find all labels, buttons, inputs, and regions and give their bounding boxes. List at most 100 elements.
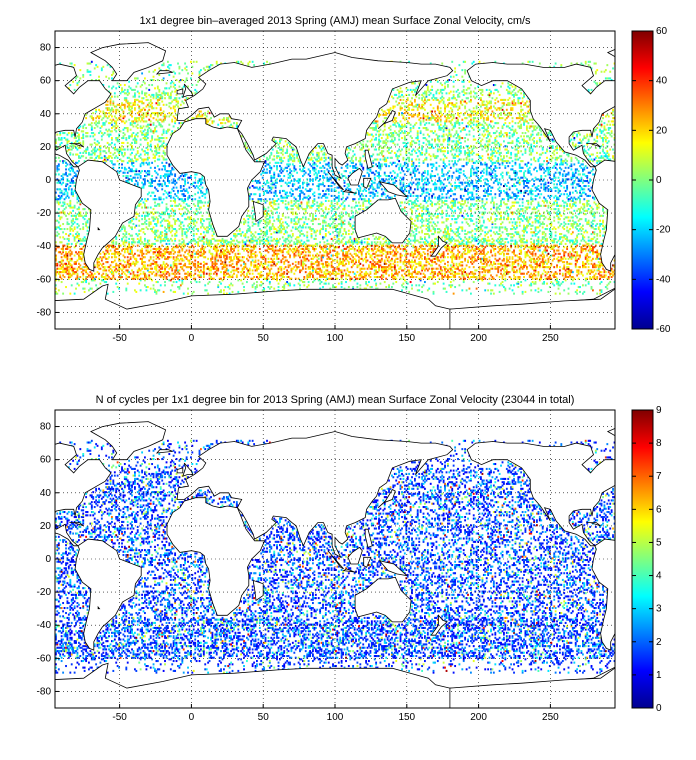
data-cell [544, 228, 547, 231]
data-cell [425, 261, 428, 264]
data-cell [103, 254, 106, 257]
data-cell [402, 276, 405, 279]
data-cell [116, 251, 119, 254]
data-cell [207, 229, 210, 232]
data-cell [559, 292, 561, 295]
data-cell [171, 234, 174, 237]
data-cell [475, 237, 478, 240]
data-cell [587, 249, 590, 252]
data-cell [129, 257, 132, 260]
data-cell [139, 239, 142, 242]
data-cell [113, 256, 116, 259]
data-cell [589, 224, 592, 227]
data-cell [302, 251, 304, 254]
data-cell [149, 223, 152, 226]
data-cell [82, 287, 85, 290]
data-cell [505, 228, 508, 231]
data-cell [582, 262, 584, 265]
data-cell [461, 272, 464, 275]
data-cell [556, 264, 558, 267]
data-cell [164, 274, 166, 277]
data-cell [268, 229, 271, 232]
data-cell [514, 231, 517, 234]
data-cell [457, 272, 459, 275]
data-cell [290, 244, 293, 247]
data-cell [154, 251, 156, 254]
data-cell [322, 219, 324, 222]
data-cell [197, 249, 200, 252]
data-cell [268, 272, 271, 275]
data-cell [561, 272, 564, 275]
data-cell [592, 223, 594, 226]
data-cell [337, 269, 340, 272]
data-cell [67, 276, 70, 279]
data-cell [406, 282, 409, 285]
data-cell [536, 261, 538, 264]
data-cell [342, 244, 345, 247]
data-cell [498, 229, 501, 232]
data-cell [253, 247, 256, 250]
data-cell [382, 269, 385, 272]
data-cell [67, 272, 70, 275]
data-cell [462, 276, 465, 279]
data-cell [138, 241, 141, 244]
data-cell [261, 257, 264, 260]
data-cell [175, 264, 178, 267]
data-cell [429, 276, 432, 279]
data-cell [335, 252, 337, 255]
data-cell [254, 266, 257, 269]
data-cell [482, 252, 485, 255]
data-cell [78, 237, 80, 240]
data-cell [303, 256, 306, 259]
data-cell [559, 259, 561, 262]
data-cell [606, 287, 609, 290]
data-cell [102, 279, 105, 282]
data-cell [352, 242, 355, 245]
data-cell [118, 267, 121, 270]
data-cell [256, 239, 258, 242]
data-cell [544, 233, 547, 236]
data-cell [580, 239, 583, 242]
data-cell [584, 279, 587, 282]
data-cell [280, 267, 283, 270]
data-cell [517, 246, 520, 249]
data-cell [266, 239, 268, 242]
data-cell [515, 233, 518, 236]
data-cell [592, 266, 594, 269]
data-cell [149, 257, 152, 260]
data-cell [368, 266, 370, 269]
data-cell [178, 244, 181, 247]
data-cell [62, 269, 65, 272]
data-cell [452, 274, 455, 277]
data-cell [316, 277, 319, 280]
data-cell [126, 271, 129, 274]
data-cell [444, 231, 446, 234]
data-cell [335, 254, 337, 257]
data-cell [464, 257, 467, 260]
data-cell [518, 267, 521, 270]
data-cell [241, 239, 244, 242]
data-cell [194, 264, 197, 267]
data-cell [165, 266, 168, 269]
data-cell [312, 257, 314, 260]
data-cell [380, 267, 383, 270]
data-cell [312, 254, 314, 257]
data-cell [584, 254, 587, 257]
data-cell [488, 269, 491, 272]
data-cell [485, 242, 488, 245]
data-cell [323, 251, 326, 254]
data-cell [202, 219, 205, 222]
data-cell [276, 274, 278, 277]
data-cell [510, 239, 513, 242]
data-cell [293, 284, 296, 287]
data-cell [195, 251, 198, 254]
data-cell [593, 274, 596, 277]
data-cell [587, 242, 590, 245]
data-cell [202, 274, 205, 277]
data-cell [378, 237, 380, 240]
data-cell [332, 226, 334, 229]
data-cell [287, 251, 290, 254]
data-cell [228, 252, 231, 255]
data-cell [513, 251, 515, 254]
data-cell [190, 271, 192, 274]
